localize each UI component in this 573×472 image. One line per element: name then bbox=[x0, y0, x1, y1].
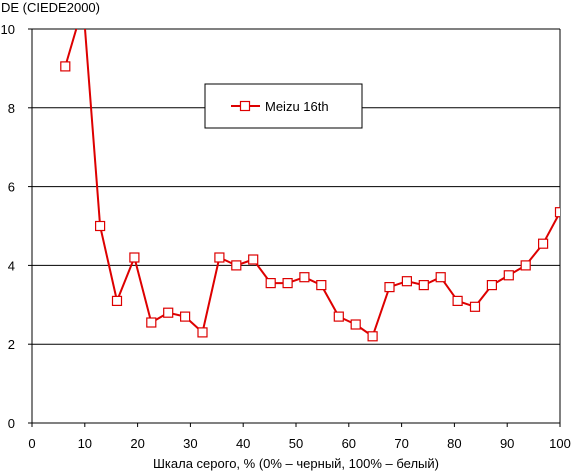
x-tick-label-60: 60 bbox=[342, 436, 356, 451]
data-point-0-19 bbox=[384, 282, 395, 293]
y-tick-label-0: 0 bbox=[8, 416, 15, 431]
data-point-0-4 bbox=[129, 252, 140, 263]
x-tick-label-50: 50 bbox=[289, 436, 303, 451]
x-tick-labels: 0 10 20 30 40 50 60 70 80 90 100 bbox=[28, 436, 570, 451]
data-point-0-24 bbox=[469, 301, 481, 312]
data-point-0-26 bbox=[503, 270, 514, 281]
data-point-0-27 bbox=[520, 260, 531, 271]
x-tick-label-80: 80 bbox=[447, 436, 461, 451]
data-point-0-18 bbox=[367, 331, 378, 342]
data-point-0-5 bbox=[146, 317, 157, 328]
data-point-0-14 bbox=[299, 272, 310, 283]
y-tick-label-4: 4 bbox=[8, 258, 15, 273]
data-point-0-22 bbox=[435, 272, 446, 283]
x-tick-label-90: 90 bbox=[500, 436, 514, 451]
data-point-0-7 bbox=[180, 311, 191, 322]
legend-marker bbox=[239, 100, 251, 112]
legend: Meizu 16th bbox=[204, 83, 363, 129]
data-point-0-2 bbox=[94, 220, 106, 232]
data-point-0-21 bbox=[418, 280, 429, 291]
axes bbox=[28, 28, 561, 427]
y-tick-label-2: 2 bbox=[8, 337, 15, 352]
x-tick-label-10: 10 bbox=[78, 436, 92, 451]
data-point-0-16 bbox=[333, 311, 344, 322]
data-point-0-15 bbox=[316, 280, 327, 291]
data-point-0-12 bbox=[265, 278, 276, 289]
series-points bbox=[60, 61, 560, 342]
x-tick-label-40: 40 bbox=[236, 436, 250, 451]
data-point-0-23 bbox=[452, 295, 463, 306]
data-point-0-9 bbox=[214, 252, 225, 263]
data-point-0-6 bbox=[163, 307, 174, 318]
data-point-0-0 bbox=[60, 61, 71, 72]
data-point-0-3 bbox=[111, 295, 123, 306]
y-axis-title: DE (CIEDE2000) bbox=[1, 0, 100, 15]
y-tick-label-8: 8 bbox=[8, 101, 15, 116]
data-point-0-25 bbox=[486, 280, 497, 291]
x-tick-label-20: 20 bbox=[130, 436, 144, 451]
data-point-0-8 bbox=[197, 327, 208, 338]
y-tick-label-6: 6 bbox=[8, 180, 15, 195]
y-tick-label-10: 10 bbox=[1, 22, 15, 37]
x-tick-label-0: 0 bbox=[28, 436, 35, 451]
legend-label: Meizu 16th bbox=[265, 99, 329, 114]
data-point-0-10 bbox=[231, 260, 242, 271]
data-point-0-13 bbox=[282, 278, 293, 289]
data-point-0-17 bbox=[350, 319, 361, 330]
x-tick-label-100: 100 bbox=[549, 436, 571, 451]
x-tick-label-30: 30 bbox=[183, 436, 197, 451]
x-tick-label-70: 70 bbox=[394, 436, 408, 451]
data-point-0-29 bbox=[554, 207, 560, 218]
data-point-0-11 bbox=[248, 254, 259, 265]
y-tick-labels: 0 2 4 6 8 10 bbox=[1, 22, 15, 431]
data-point-0-20 bbox=[401, 276, 412, 287]
data-point-0-28 bbox=[537, 238, 549, 249]
x-axis-title: Шкала серого, % (0% – черный, 100% – бел… bbox=[153, 456, 439, 471]
